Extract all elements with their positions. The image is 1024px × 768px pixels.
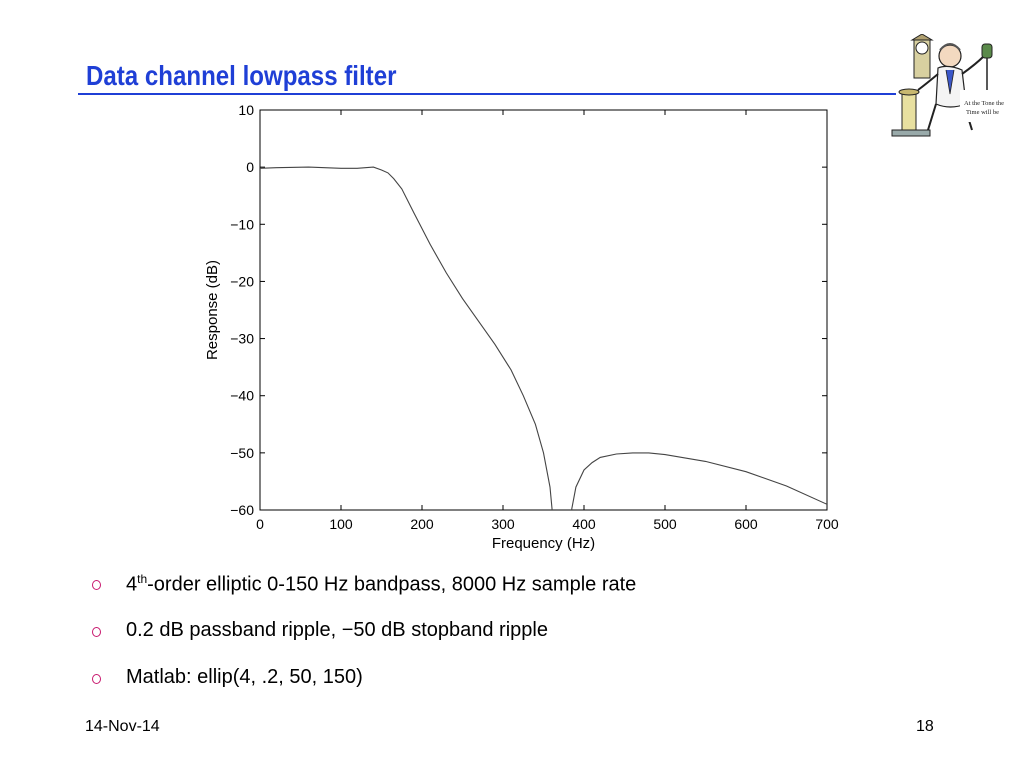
- x-tick-label: 500: [653, 516, 677, 532]
- x-tick-label: 400: [572, 516, 596, 532]
- x-tick-label: 600: [734, 516, 758, 532]
- response-curve-segment-1: [260, 166, 553, 510]
- bullet-marker: [92, 580, 101, 590]
- y-tick-label: 10: [238, 102, 254, 118]
- bullet-marker: [92, 627, 101, 637]
- response-curve-segment-2: [571, 452, 827, 510]
- plot-area: [259, 109, 828, 511]
- y-tick-label: −10: [230, 216, 254, 232]
- x-tick-label: 300: [491, 516, 515, 532]
- bullet-text-ripple: 0.2 dB passband ripple, −50 dB stopband …: [126, 619, 548, 641]
- bullet-text-filter-order: 4th-order elliptic 0-150 Hz bandpass, 80…: [126, 572, 637, 596]
- y-tick-label: −60: [230, 502, 254, 518]
- footer-date: 14-Nov-14: [85, 718, 160, 735]
- slide-title: Data channel lowpass filter: [86, 60, 397, 91]
- bullet-text-matlab: Matlab: ellip(4, .2, 50, 150): [126, 666, 363, 688]
- x-tick-label: 100: [329, 516, 353, 532]
- clipart-caption-line-1: At the Tone the: [964, 100, 1004, 107]
- clock-clipart: At the Tone the Time will be: [891, 34, 1004, 137]
- y-tick-label: −20: [230, 273, 254, 289]
- title-underline: [78, 93, 896, 95]
- y-tick-label: −40: [230, 388, 254, 404]
- x-tick-label: 700: [815, 516, 839, 532]
- page-number: 18: [916, 718, 934, 735]
- y-tick-label: −30: [230, 331, 254, 347]
- clipart-caption-line-2: Time will be: [966, 109, 999, 116]
- x-axis-label: Frequency (Hz): [492, 535, 595, 552]
- x-tick-label: 0: [256, 516, 264, 532]
- y-axis-label: Response (dB): [204, 260, 221, 360]
- y-tick-label: −50: [230, 445, 254, 461]
- x-tick-label: 200: [410, 516, 434, 532]
- frequency-response-chart: 0 100 200 300 400 500 600 700100−10−20−30−40−50…: [204, 102, 839, 552]
- y-tick-label: 0: [246, 159, 254, 175]
- bullet-marker: [92, 674, 101, 684]
